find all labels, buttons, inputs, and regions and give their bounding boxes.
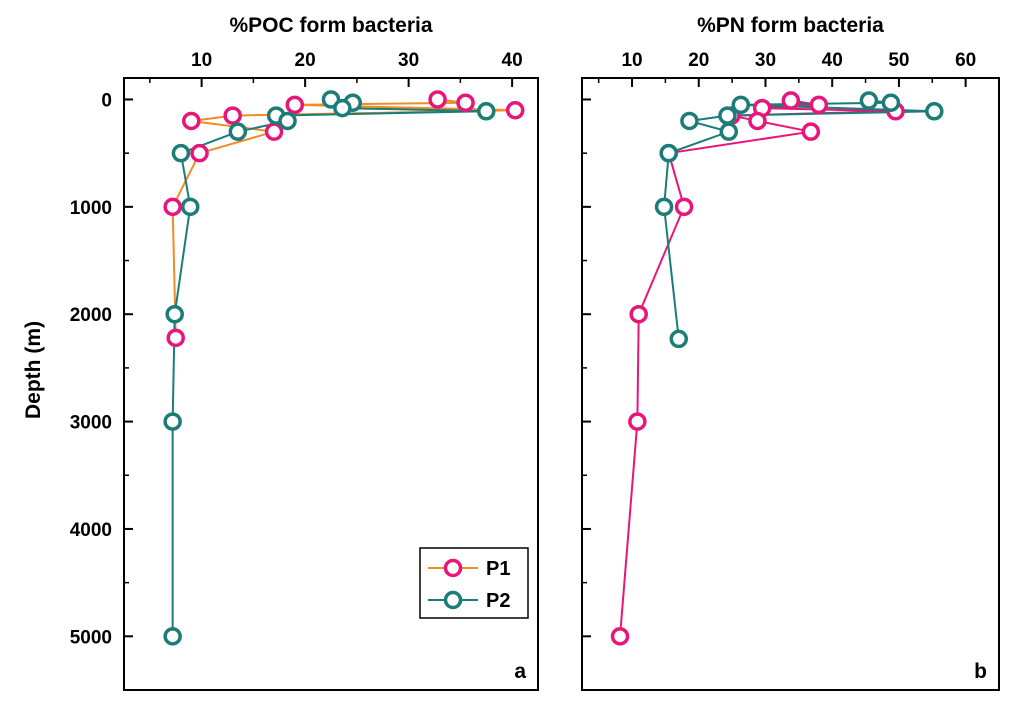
data-point-p1 [674, 197, 694, 217]
data-point-p2 [163, 412, 182, 431]
x-tick-label: 60 [955, 50, 976, 71]
data-point-p2 [925, 102, 944, 121]
x-axis-title: %PN form bacteria [697, 14, 884, 37]
data-point-p2 [171, 143, 191, 163]
panel-label: b [974, 660, 987, 683]
x-tick-label: 10 [191, 50, 212, 71]
x-tick-label: 30 [398, 50, 419, 71]
legend-marker [443, 590, 463, 610]
x-tick-label: 50 [888, 50, 909, 71]
y-tick-label: 1000 [70, 198, 112, 219]
data-point-p1 [190, 143, 209, 163]
data-point-p1 [456, 93, 475, 112]
data-point-p1 [628, 412, 647, 431]
data-point-p2 [180, 197, 200, 217]
x-tick-label: 20 [295, 50, 316, 71]
data-point-p2 [165, 304, 184, 324]
legend-label: P2 [486, 590, 510, 612]
data-point-p1 [428, 90, 447, 109]
data-point-p2 [719, 122, 739, 141]
y-tick-label: 0 [101, 90, 112, 111]
y-tick-label: 2000 [70, 305, 112, 326]
y-tick-label: 4000 [70, 520, 112, 541]
series-line-p1 [619, 99, 896, 637]
y-axis-title: Depth (m) [22, 321, 45, 419]
panel-a: 10 20 30 40 0 1000 2000 3000 4000 5000 %POC form b… [70, 14, 539, 691]
panel-b: 10 20 30 40 50 60 %PN form bacteria b [581, 14, 1000, 691]
x-tick-label: 30 [755, 50, 776, 71]
data-point-p1 [801, 122, 821, 141]
data-point-p2 [228, 122, 248, 141]
plot-frame [581, 77, 1000, 691]
y-tick-label: 5000 [70, 627, 112, 648]
data-point-p2 [881, 93, 901, 112]
legend-marker [443, 558, 463, 578]
x-axis-title: %POC form bacteria [229, 14, 432, 37]
series-line-p2 [663, 99, 935, 340]
data-point-p2 [680, 111, 699, 131]
series-line-p1 [171, 98, 516, 338]
data-point-p1 [629, 304, 648, 324]
y-tick-label: 3000 [70, 413, 112, 434]
data-point-p1 [182, 111, 201, 131]
data-point-p1 [748, 111, 767, 131]
legend-box [419, 547, 529, 619]
panel-label: a [514, 660, 526, 683]
data-point-p2 [477, 102, 496, 121]
data-point-p2 [333, 98, 352, 118]
data-point-p1 [163, 197, 182, 217]
data-point-p1 [505, 100, 525, 120]
data-point-p2 [859, 91, 879, 110]
data-point-p2 [718, 106, 737, 125]
x-tick-label: 10 [621, 50, 642, 71]
data-point-p1 [166, 328, 185, 348]
data-point-p1 [781, 91, 801, 110]
x-tick-label: 40 [822, 50, 843, 71]
data-point-p2 [654, 197, 674, 217]
x-tick-label: 40 [502, 50, 523, 71]
data-point-p1 [809, 95, 829, 115]
plot-frame [123, 77, 539, 691]
data-point-p2 [731, 95, 751, 115]
data-point-p1 [223, 106, 242, 125]
data-point-p2 [278, 111, 297, 131]
data-point-p2 [669, 329, 688, 349]
data-point-p1 [264, 122, 284, 141]
data-point-p2 [659, 143, 678, 163]
x-tick-label: 20 [688, 50, 709, 71]
data-point-p2 [163, 627, 182, 646]
data-point-p1 [610, 627, 630, 646]
data-point-p1 [285, 95, 305, 115]
legend-label: P1 [486, 558, 510, 580]
